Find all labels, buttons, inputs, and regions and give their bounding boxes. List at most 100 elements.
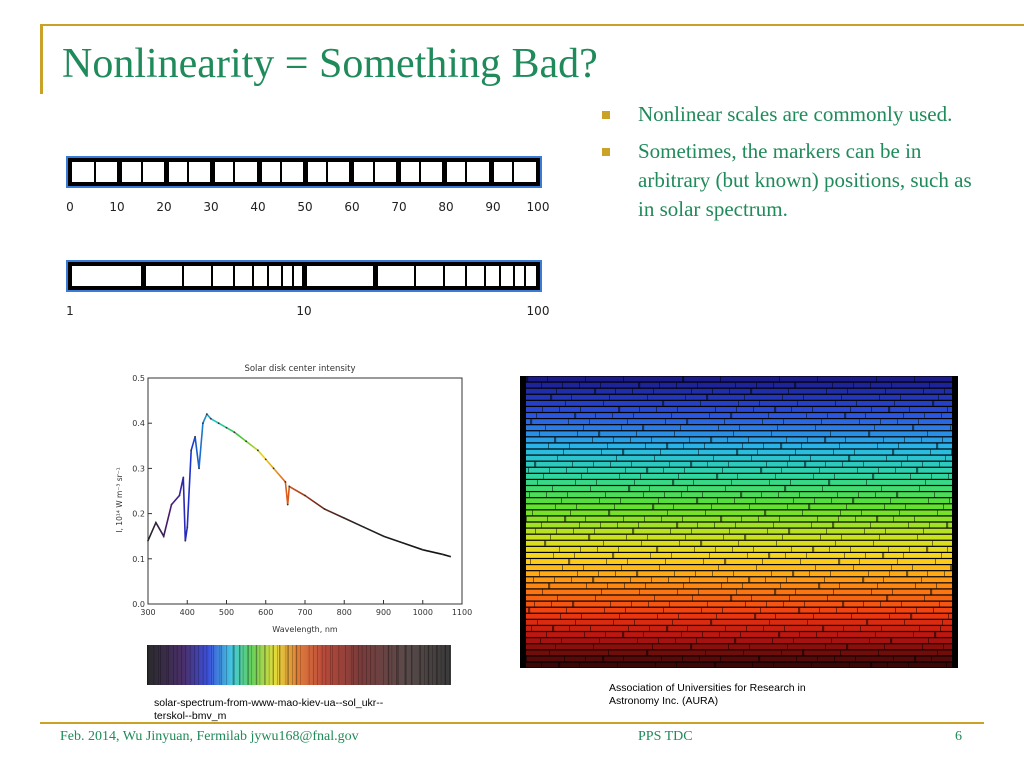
spectrum-line	[547, 376, 548, 382]
spectrum-line	[779, 516, 780, 522]
spectrum-line	[755, 498, 756, 504]
x-tick-label: 1000	[413, 608, 433, 617]
spectrum-line	[897, 559, 898, 564]
spectrum-line	[577, 571, 578, 577]
spectrum-line	[659, 565, 660, 571]
spectrum-row	[526, 559, 952, 564]
spectrum-line	[574, 553, 575, 558]
spectrum-line	[530, 559, 531, 564]
spectrum-line	[829, 546, 830, 552]
spectrum-line	[874, 425, 875, 431]
spectrum-line	[627, 419, 628, 425]
spectrum-line	[834, 656, 835, 662]
spectrum-line	[581, 613, 582, 619]
linear-tick-label: 10	[109, 200, 125, 214]
spectrum-line	[817, 656, 818, 662]
spectrum-line	[594, 388, 597, 394]
absorption-line	[168, 645, 169, 685]
spectrum-line	[633, 413, 634, 418]
bullet-text: Sometimes, the markers can be in arbitra…	[638, 139, 972, 221]
spectrum-line	[948, 473, 949, 479]
spectrum-line	[796, 656, 797, 662]
spectrum-line	[601, 589, 602, 595]
spectrum-line	[758, 656, 761, 662]
spectrum-line	[914, 656, 917, 662]
spectrum-line	[787, 504, 788, 510]
spectrum-line	[588, 534, 591, 540]
spectrum-line	[922, 461, 923, 467]
spectrum-line	[617, 662, 618, 668]
absorption-line	[147, 645, 149, 685]
spectrum-line	[612, 413, 613, 418]
spectrum-line	[687, 626, 688, 631]
absorption-line	[406, 645, 407, 685]
absorption-line	[419, 645, 421, 685]
spectrum-line	[671, 413, 672, 418]
spectrum-line	[795, 449, 796, 455]
spectrum-line	[733, 571, 734, 577]
spectrum-row	[526, 382, 952, 388]
log-tick-label: 10	[296, 304, 312, 318]
spectrum-line	[600, 522, 601, 528]
spectrum-line	[930, 449, 931, 455]
spectrum-line	[791, 546, 792, 552]
spectrum-line	[782, 534, 783, 540]
spectrum-line	[892, 589, 893, 595]
spectrum-row	[526, 650, 952, 656]
spectrum-line	[769, 619, 770, 625]
spectrum-line	[671, 553, 672, 558]
spectrum-line	[917, 534, 918, 540]
spectrum-line	[682, 656, 683, 662]
spectrum-line	[788, 528, 791, 534]
spectrum-line	[563, 449, 564, 455]
spectrum-line	[666, 443, 669, 449]
spectrum-line	[762, 419, 763, 425]
spectrum-line	[830, 571, 831, 577]
linear-scale-tick	[326, 162, 329, 182]
spectrum-line	[828, 480, 831, 485]
spectrum-line	[644, 516, 645, 522]
spectrum-line	[728, 461, 729, 467]
spectrum-line	[781, 650, 782, 656]
spectrum-line	[923, 528, 924, 534]
absorption-line	[449, 645, 450, 685]
spectrum-line	[779, 376, 780, 382]
spectrum-line	[730, 413, 733, 418]
spectrum-line	[669, 461, 670, 467]
spectrum-line	[815, 425, 816, 431]
spectrum-line	[616, 455, 617, 461]
x-tick-label: 400	[180, 608, 195, 617]
absorption-line	[287, 645, 289, 685]
spectrum-line	[548, 583, 551, 589]
spectrum-line	[623, 516, 624, 522]
absorption-line	[387, 645, 390, 685]
spectrum-line	[905, 504, 906, 510]
spectrum-line	[685, 394, 686, 400]
spectrum-line	[906, 571, 909, 577]
absorption-line	[219, 645, 221, 685]
spectrum-line	[534, 461, 537, 467]
spectrum-line	[919, 626, 920, 631]
spectrum-line	[783, 601, 784, 607]
spectrum-line	[621, 425, 622, 431]
spectrum-line	[528, 467, 529, 473]
spectrum-line	[787, 644, 788, 650]
linear-scale-tick	[303, 162, 308, 182]
spectrum-line	[813, 613, 814, 619]
spectrum-line	[807, 437, 808, 443]
spectrum-row	[526, 492, 952, 498]
spectrum-line	[941, 413, 942, 418]
spectrum-line	[739, 425, 740, 431]
absorption-line	[361, 645, 363, 685]
spectrum-line	[744, 394, 745, 400]
spectrum-line	[768, 553, 771, 558]
spectrum-line	[786, 437, 787, 443]
chart-data-point	[284, 481, 287, 483]
spectrum-line	[647, 394, 648, 400]
spectrum-line	[672, 619, 673, 625]
spectrum-line	[676, 662, 677, 668]
spectrum-line	[910, 473, 911, 479]
spectrum-line	[753, 407, 754, 412]
absorption-line	[181, 645, 182, 685]
spectrum-line	[933, 607, 934, 613]
